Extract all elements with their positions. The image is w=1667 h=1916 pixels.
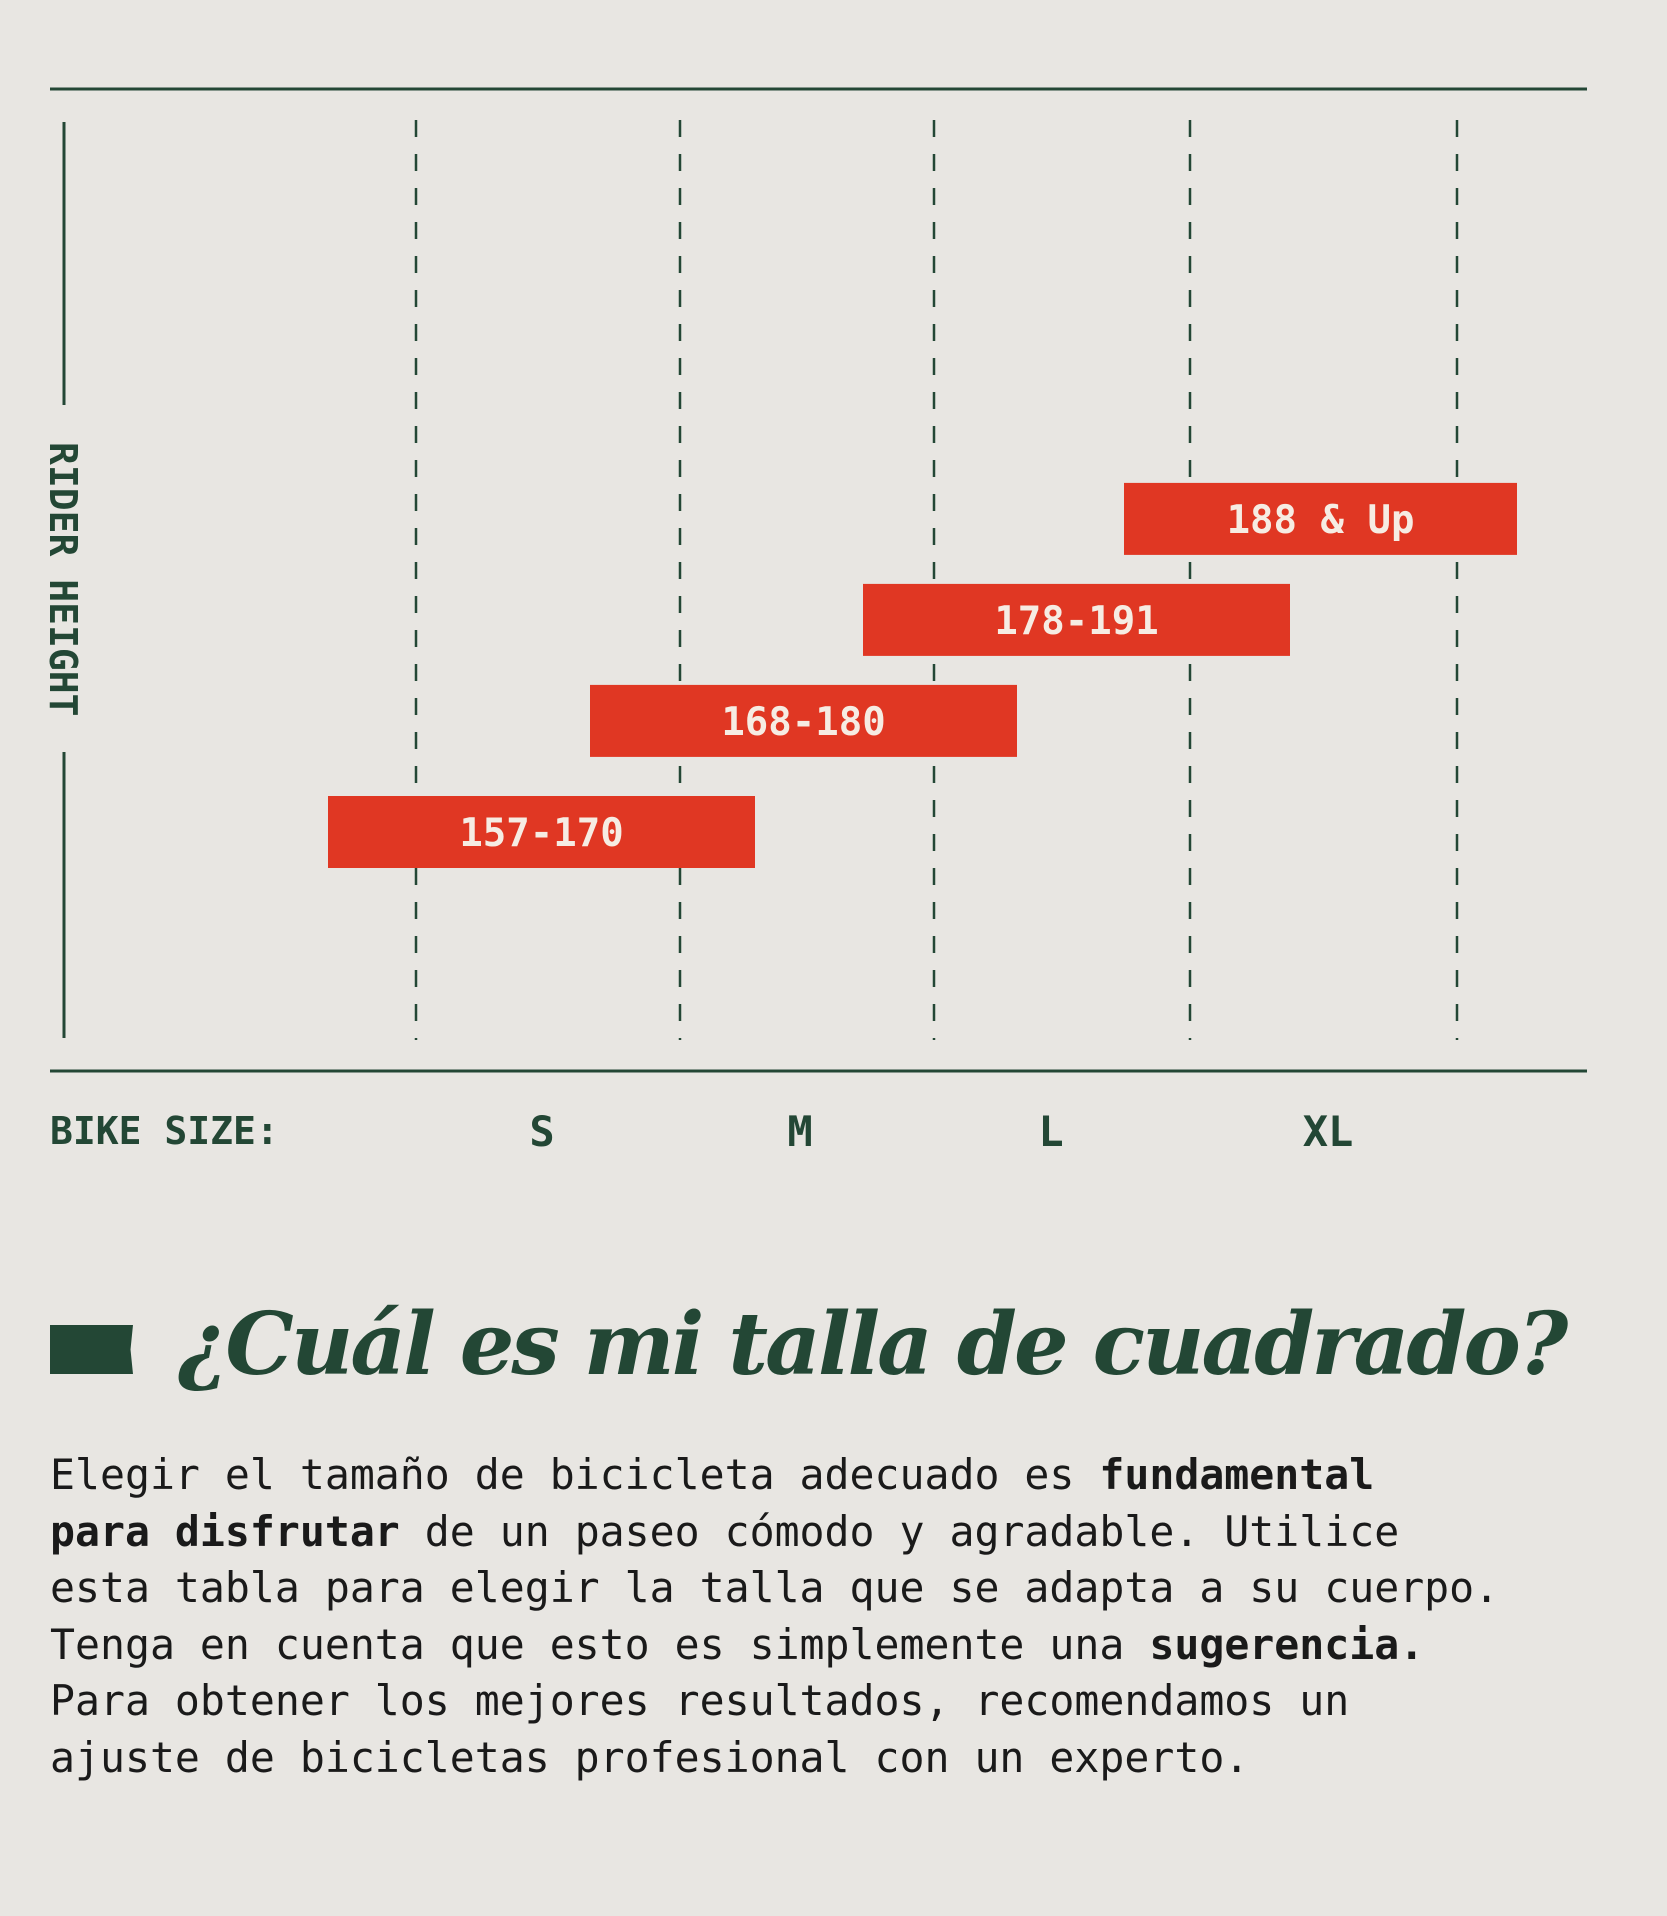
size-label-xl: XL [1303, 1107, 1354, 1156]
body-line4-plain: Tenga en cuenta que esto es simplemente … [50, 1619, 1150, 1669]
range-bar [863, 583, 1290, 656]
body-line6: ajuste de bicicletas profesional con un … [50, 1732, 1250, 1782]
body-line2-plain: de un paseo cómodo y agradable. Utilice [399, 1506, 1400, 1556]
heading-marker [50, 1325, 133, 1374]
range-bar-label: 157-170 [459, 811, 623, 856]
size-chart: RIDER HEIGHT 157-170 168-180 178-191 188 & … [41, 87, 1587, 1156]
heading: ¿Cuál es mi talla de cuadrado? [50, 1285, 1610, 1415]
body-line1-bold: fundamental [1099, 1450, 1375, 1499]
range-bar-label: 168-180 [721, 700, 885, 745]
body-line3: esta tabla para elegir la talla que se a… [50, 1563, 1500, 1612]
x-axis-label: BIKE SIZE: [50, 1109, 279, 1153]
size-label-m: M [787, 1107, 812, 1156]
grid-lines [414, 120, 1459, 1040]
range-bar-label: 178-191 [994, 599, 1158, 644]
body-line5: Para obtener los mejores resultados, rec… [50, 1676, 1350, 1725]
range-bar [1124, 482, 1517, 555]
y-axis-label: RIDER HEIGHT [41, 442, 85, 717]
size-label-s: S [529, 1107, 554, 1156]
range-bar-label: 188 & Up [1227, 498, 1415, 543]
size-label-l: L [1038, 1107, 1063, 1156]
range-bar [590, 684, 1017, 757]
page-title: ¿Cuál es mi talla de cuadrado? [178, 1294, 1568, 1395]
description-text: Elegir el tamaño de bicicleta adecuado e… [50, 1447, 1650, 1786]
body-line1-plain: Elegir el tamaño de bicicleta adecuado e… [50, 1450, 1100, 1499]
bars: 157-170 168-180 178-191 188 & Up [328, 482, 1517, 868]
range-bar [328, 796, 755, 868]
body-line4-bold: sugerencia. [1149, 1619, 1425, 1669]
size-labels: S M L XL [529, 1107, 1353, 1156]
body-line2-bold: para disfrutar [50, 1506, 400, 1556]
